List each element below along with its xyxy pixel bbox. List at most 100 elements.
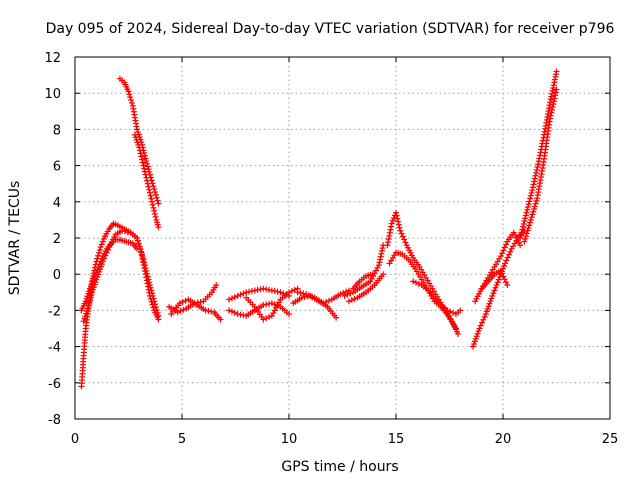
data-point <box>531 206 538 213</box>
data-point <box>517 232 524 239</box>
data-point <box>526 198 533 205</box>
data-point <box>155 312 162 319</box>
data-point <box>99 238 106 245</box>
data-point <box>303 291 310 298</box>
data-point <box>388 223 395 230</box>
data-point <box>144 163 151 170</box>
data-point <box>104 246 111 253</box>
data-point <box>137 150 144 157</box>
data-point <box>263 315 270 322</box>
data-point <box>379 245 386 252</box>
data-point <box>395 221 402 228</box>
data-point <box>152 213 159 220</box>
data-point <box>524 206 531 213</box>
data-point <box>550 82 557 89</box>
data-point <box>300 290 307 297</box>
data-point <box>533 166 540 173</box>
data-point <box>286 311 292 318</box>
data-point <box>248 288 255 295</box>
data-point <box>150 204 157 211</box>
data-point <box>98 241 105 248</box>
data-point <box>502 260 509 267</box>
data-point <box>263 286 270 293</box>
data-point <box>499 250 506 257</box>
data-point <box>135 240 142 247</box>
data-point <box>139 159 146 166</box>
data-point <box>231 309 238 316</box>
data-point <box>518 229 525 236</box>
data-point <box>243 289 250 296</box>
data-point <box>99 258 106 265</box>
data-point <box>142 265 149 272</box>
data-point <box>127 94 134 101</box>
data-point <box>121 228 128 235</box>
data-point <box>154 197 161 204</box>
data-point <box>305 292 312 299</box>
data-point <box>197 298 204 305</box>
data-point <box>88 292 95 299</box>
data-point <box>533 197 540 204</box>
data-point <box>525 201 532 208</box>
data-point <box>263 301 270 308</box>
data-point <box>323 298 330 305</box>
data-point <box>144 270 151 277</box>
data-point <box>377 256 384 263</box>
data-point <box>519 226 526 233</box>
data-point <box>251 287 258 294</box>
x-tick-label: 25 <box>602 432 619 447</box>
data-point <box>144 177 151 184</box>
data-point <box>142 155 149 162</box>
data-point <box>447 308 454 315</box>
y-tick-label: 6 <box>53 160 61 175</box>
data-point <box>103 249 110 256</box>
data-point <box>119 227 126 234</box>
data-point <box>202 307 209 314</box>
data-point <box>517 242 524 249</box>
data-point <box>501 244 508 251</box>
series-arc-peak-15 <box>384 209 459 332</box>
data-point <box>529 184 536 191</box>
series-arc-steep-descent <box>116 75 162 207</box>
data-point <box>550 98 557 105</box>
data-point <box>286 289 292 296</box>
data-point <box>547 99 554 106</box>
data-point <box>144 160 151 167</box>
data-point <box>507 248 514 255</box>
series-arc-afternoon-c <box>350 271 376 292</box>
data-point <box>497 267 504 274</box>
data-point <box>143 174 150 181</box>
series-arc-midday-c <box>226 285 292 303</box>
data-point <box>271 301 278 308</box>
data-point <box>134 237 141 244</box>
plot-frame <box>74 56 611 420</box>
data-point <box>369 271 376 278</box>
y-axis-label: SDTVAR / TECUs <box>7 181 23 296</box>
data-point <box>147 284 154 291</box>
series-arc-peak-15-b <box>386 249 462 337</box>
data-point <box>399 233 406 240</box>
data-point <box>522 212 529 219</box>
data-point <box>134 235 141 241</box>
data-point <box>155 224 162 231</box>
data-point <box>148 195 155 202</box>
x-tick-label: 5 <box>178 432 186 447</box>
data-point <box>128 97 135 104</box>
data-point <box>260 301 267 308</box>
x-tick-label: 15 <box>388 432 405 447</box>
series-arc-midday-e <box>243 285 301 323</box>
data-point <box>526 222 533 229</box>
data-point <box>530 181 537 188</box>
data-point <box>521 238 528 245</box>
data-point <box>398 230 405 237</box>
data-point <box>144 180 151 187</box>
data-point <box>386 232 393 239</box>
data-point <box>145 276 152 283</box>
y-tick-label: 4 <box>53 196 61 211</box>
data-point <box>146 279 153 286</box>
data-point <box>388 220 395 227</box>
data-point <box>213 282 220 289</box>
data-point <box>142 171 149 178</box>
y-tick-label: -6 <box>48 377 61 392</box>
data-point <box>393 212 400 219</box>
y-tick-label: -4 <box>48 341 61 356</box>
